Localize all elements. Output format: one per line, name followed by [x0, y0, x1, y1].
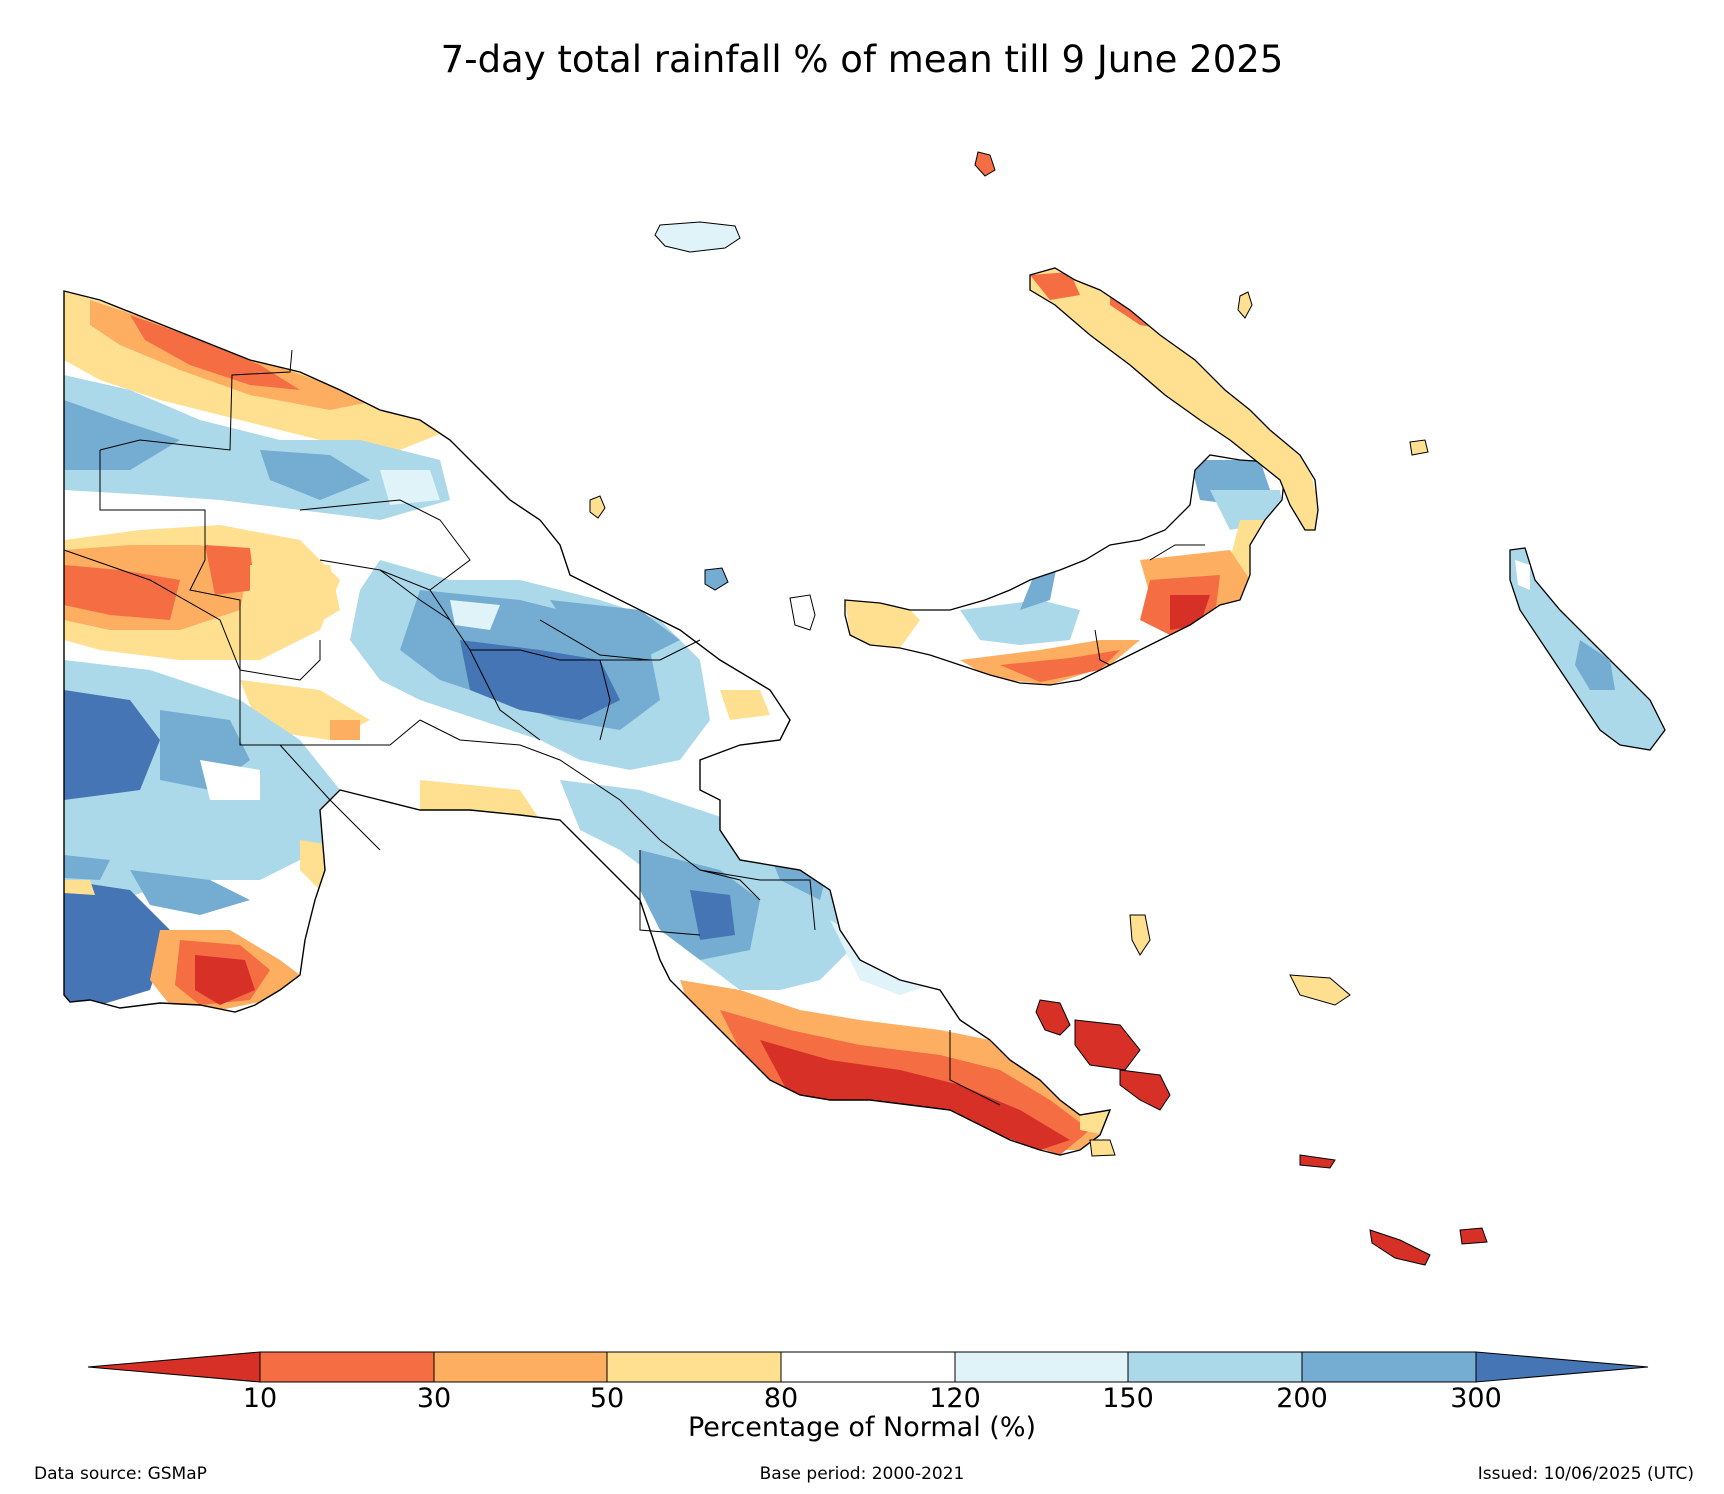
colorbar-tick-label: 200 [1276, 1383, 1328, 1414]
colorbar-segment [780, 1351, 956, 1383]
colorbar-segment [1301, 1351, 1477, 1383]
colorbar-tick-label: 80 [763, 1383, 799, 1414]
colorbar-tick-label: 300 [1450, 1383, 1502, 1414]
colorbar [87, 1351, 1649, 1383]
colorbar-segment [433, 1351, 608, 1383]
data-source-note: Data source: GSMaP [34, 1464, 207, 1484]
colorbar-segment [1127, 1351, 1303, 1383]
base-period-note: Base period: 2000-2021 [759, 1464, 965, 1484]
map-title: 7-day total rainfall % of mean till 9 Ju… [440, 38, 1284, 81]
colorbar-low-extension [87, 1351, 261, 1383]
issued-date-note: Issued: 10/06/2025 (UTC) [1477, 1464, 1694, 1484]
colorbar-title: Percentage of Normal (%) [687, 1412, 1037, 1443]
colorbar-segment [606, 1351, 782, 1383]
colorbar-segment [259, 1351, 435, 1383]
colorbar-tick-label: 10 [242, 1383, 278, 1414]
colorbar-segment [954, 1351, 1129, 1383]
colorbar-tick-label: 50 [589, 1383, 625, 1414]
colorbar-high-extension [1475, 1351, 1649, 1383]
colorbar-tick-label: 120 [929, 1383, 981, 1414]
colorbar-tick-label: 30 [416, 1383, 452, 1414]
colorbar-tick-label: 150 [1102, 1383, 1154, 1414]
